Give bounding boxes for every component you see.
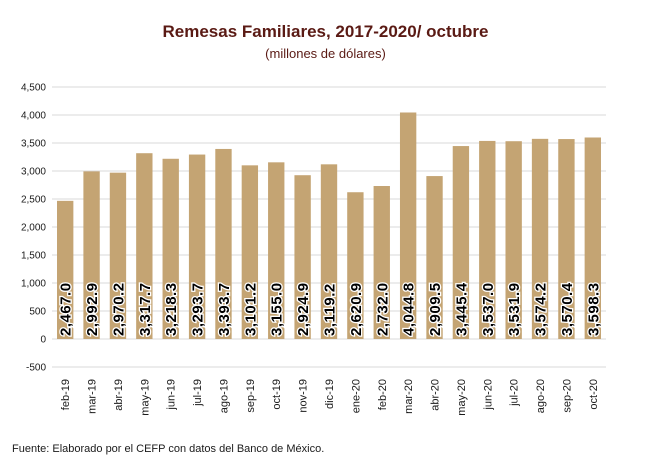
bar (373, 186, 390, 339)
x-axis-ticks: feb-19 mar-19 abr-19 may-19 jun-19 jul-19 ago-… (60, 379, 600, 416)
bar (268, 162, 285, 339)
bar-value-label: 3,155.0 (269, 282, 286, 336)
y-axis-ticks: -500 0 500 1,000 1,500 2,000 2,500 3,000 3,500 4,… (21, 83, 46, 374)
bar (57, 200, 74, 339)
bar (83, 171, 100, 339)
bar (241, 165, 259, 339)
bar (584, 137, 601, 339)
bar (531, 138, 549, 339)
x-tick-label: nov-19 (298, 379, 310, 413)
x-tick-label: jul-20 (509, 379, 521, 407)
x-tick-label: jun-19 (166, 379, 178, 411)
x-tick-label: dic-19 (324, 379, 336, 409)
bar-value-label: 4,044.8 (401, 282, 418, 336)
bars (57, 112, 601, 339)
bar-value-label: 3,574.2 (533, 282, 550, 336)
bar (399, 112, 417, 339)
bar (215, 148, 232, 339)
x-tick-label: may-19 (139, 379, 151, 416)
y-tick-label: 500 (29, 307, 46, 318)
x-tick-label: mar-20 (403, 379, 415, 414)
source-note: Fuente: Elaborado por el CEFP con datos … (12, 443, 325, 455)
y-tick-label: 2,500 (21, 195, 46, 206)
y-tick-label: 4,000 (21, 111, 46, 122)
bar (558, 139, 575, 339)
bar-value-label: 3,537.0 (480, 282, 497, 336)
x-tick-label: mar-19 (87, 379, 99, 414)
bar-value-label: 3,218.3 (163, 282, 180, 336)
x-tick-label: ene-20 (350, 379, 362, 413)
bar-value-label: 3,393.7 (216, 282, 233, 336)
bar-value-label: 2,620.9 (348, 282, 365, 336)
y-tick-label: 0 (40, 335, 46, 346)
x-tick-label: ago-20 (535, 379, 547, 413)
y-tick-label: 2,000 (21, 223, 46, 234)
bar-value-label: 3,317.7 (137, 282, 154, 336)
y-tick-label: 3,500 (21, 139, 46, 150)
bar-value-label: 3,293.7 (190, 282, 207, 336)
bar (294, 175, 311, 339)
bar-value-label: 2,732.0 (374, 282, 391, 336)
x-tick-label: feb-19 (60, 379, 72, 410)
x-tick-label: may-20 (456, 379, 468, 416)
y-tick-label: 1,500 (21, 251, 46, 262)
bar (347, 192, 364, 339)
bar (136, 153, 153, 339)
bar (426, 176, 443, 339)
bar-value-label: 3,598.3 (585, 282, 602, 336)
data-labels: 2,467.0 2,992.9 2,970.2 3,317.7 3,218.3 3,293… (56, 281, 603, 337)
chart-subtitle: (millones de dólares) (265, 46, 386, 61)
bar (479, 140, 496, 339)
bar (452, 146, 470, 339)
x-tick-label: sep-20 (561, 379, 573, 413)
y-tick-label: 1,000 (21, 279, 46, 290)
x-tick-label: jun-20 (482, 379, 494, 411)
bar-value-label: 3,570.4 (559, 282, 576, 336)
x-tick-label: jul-19 (192, 379, 204, 407)
x-tick-label: abr-19 (113, 379, 125, 411)
chart-title: Remesas Familiares, 2017-2020/ octubre (162, 22, 489, 41)
x-tick-label: oct-20 (588, 379, 600, 410)
bar-value-label: 2,992.9 (84, 282, 101, 336)
bar-value-label: 2,467.0 (58, 282, 75, 336)
bar (320, 164, 338, 339)
y-tick-label: 3,000 (21, 167, 46, 178)
bar (188, 154, 206, 339)
bar (109, 172, 127, 339)
bar-value-label: 2,909.5 (427, 282, 444, 336)
bar-value-label: 3,101.2 (242, 282, 259, 336)
x-tick-label: feb-20 (377, 379, 389, 410)
y-tick-label: 4,500 (21, 83, 46, 94)
bar (162, 158, 179, 339)
x-tick-label: oct-19 (271, 379, 283, 410)
x-tick-label: abr-20 (430, 379, 442, 411)
x-tick-label: sep-19 (245, 379, 257, 413)
bar (505, 141, 522, 339)
bar-value-label: 3,119.2 (322, 283, 339, 336)
bar-chart: -500 0 500 1,000 1,500 2,000 2,500 3,000 3,500 4,… (21, 83, 606, 416)
bar-value-label: 2,970.2 (110, 282, 127, 336)
y-tick-label: -500 (26, 363, 46, 374)
bar-value-label: 2,924.9 (295, 282, 312, 336)
bar-value-label: 3,445.4 (453, 282, 470, 336)
x-tick-label: ago-19 (218, 379, 230, 413)
bar-value-label: 3,531.9 (506, 282, 523, 336)
